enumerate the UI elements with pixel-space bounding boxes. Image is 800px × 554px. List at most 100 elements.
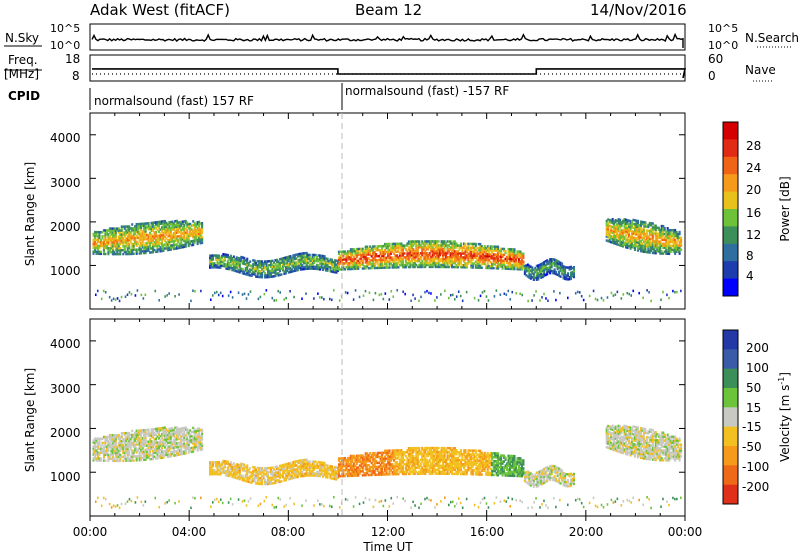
power-cell [639, 243, 642, 247]
power-cell [228, 262, 231, 265]
power-cell [498, 249, 501, 253]
power-cell [146, 237, 149, 241]
power-cell [102, 246, 105, 250]
power-cell [415, 255, 418, 259]
power-cell [635, 231, 638, 234]
power-cell [455, 242, 458, 245]
power-cell [384, 252, 387, 256]
power-cell [201, 227, 204, 231]
velocity-cell [129, 433, 132, 437]
velocity-cell [141, 440, 144, 444]
power-cell [660, 234, 663, 238]
power-cell [462, 256, 465, 259]
power-cell [171, 220, 174, 224]
power-cell [635, 244, 638, 248]
power-cell [412, 242, 415, 245]
power-cell [105, 242, 108, 246]
power-cell [143, 226, 146, 229]
power-cell [461, 252, 464, 255]
power-cell [464, 248, 467, 251]
power-cell [284, 258, 287, 261]
power-cell [320, 262, 323, 265]
power-cell [174, 225, 177, 229]
power-cell [184, 243, 187, 246]
power-cell [351, 248, 354, 251]
power-cell [384, 260, 387, 264]
power-cell [546, 263, 549, 266]
velocity-cell [110, 447, 113, 451]
power-cell [431, 251, 434, 255]
power-cell [639, 236, 642, 239]
power-cell [422, 265, 425, 269]
velocity-cell [269, 480, 273, 483]
power-cell [453, 240, 457, 243]
power-cell [319, 296, 321, 299]
velocity-cell [134, 447, 137, 450]
power-cell [101, 231, 104, 234]
power-cell [651, 226, 654, 229]
power-cell [622, 239, 625, 242]
velocity-cell [277, 471, 280, 474]
power-cell [310, 265, 313, 268]
power-cell [375, 249, 378, 252]
power-cell [465, 290, 468, 294]
power-cell [122, 233, 125, 236]
velocity-cell [171, 433, 174, 436]
power-cell [262, 262, 265, 265]
velocity-cell [150, 453, 153, 457]
velocity-cell [311, 474, 314, 477]
power-cell [384, 262, 387, 265]
velocity-cell [101, 449, 104, 452]
velocity-cell [162, 426, 165, 430]
power-cell [636, 231, 639, 235]
power-cell [641, 228, 644, 232]
power-cell [630, 294, 633, 297]
power-cell [328, 297, 331, 301]
power-cell [379, 262, 382, 266]
power-cell [657, 240, 660, 243]
power-cb-tick-20: 20 [746, 183, 761, 197]
power-cell [572, 269, 576, 273]
power-cell [626, 246, 629, 249]
power-cell [317, 260, 320, 263]
power-cell [614, 236, 617, 240]
power-cell [479, 242, 482, 246]
power-cell [304, 265, 307, 269]
power-cell [440, 248, 443, 251]
power-cell [428, 251, 431, 255]
velocity-cell [129, 439, 132, 443]
power-cell [498, 255, 501, 258]
power-cell [388, 244, 391, 248]
power-cell [633, 238, 637, 242]
power-cell [605, 233, 608, 236]
power-cell [240, 259, 243, 263]
power-cell [488, 266, 491, 270]
power-cell [192, 231, 195, 235]
velocity-cell [117, 441, 120, 445]
power-cell [123, 227, 126, 230]
power-cell [465, 264, 468, 267]
power-cell [337, 258, 341, 261]
power-cell [526, 267, 529, 270]
velocity-cell [175, 436, 178, 439]
power-cell [471, 256, 474, 259]
velocity-cell [237, 467, 240, 471]
power-cell [443, 253, 446, 257]
power-cell [489, 264, 492, 268]
power-cell [392, 262, 396, 265]
velocity-cell [119, 453, 122, 457]
velocity-cell [117, 453, 120, 457]
power-cell [544, 265, 547, 269]
power-cell [616, 241, 619, 244]
power-cell [650, 249, 653, 252]
power-cell [663, 232, 666, 236]
power-cell [413, 265, 416, 269]
power-cell [452, 256, 455, 259]
velocity-cell [157, 454, 161, 458]
velocity-cell [134, 445, 137, 448]
power-cell [122, 241, 125, 244]
power-cell [363, 249, 366, 253]
power-cell [444, 289, 446, 293]
velocity-cell [237, 471, 240, 474]
